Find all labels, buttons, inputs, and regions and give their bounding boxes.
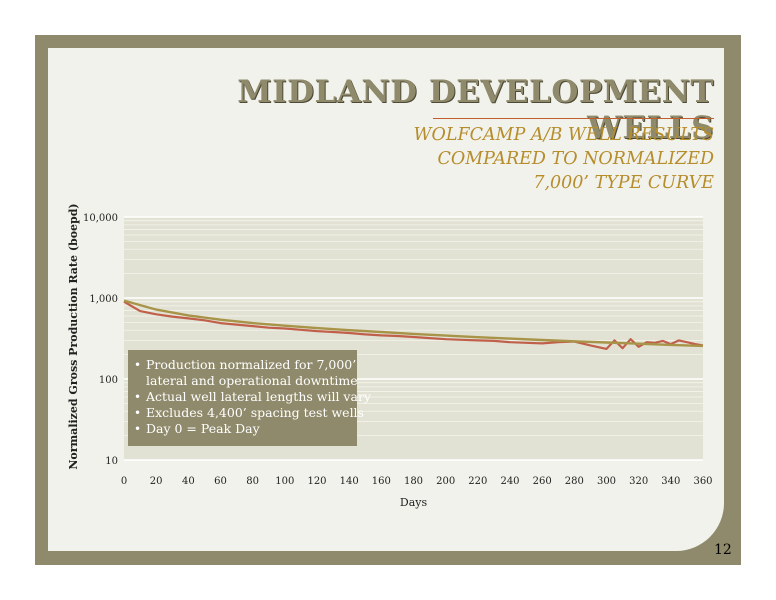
subtitle-rule <box>433 118 714 119</box>
type-curve-line <box>123 299 704 348</box>
x-tick-label: 120 <box>307 476 326 487</box>
well-results-line <box>123 300 704 350</box>
callout-box: • Production normalized for 7,000’lateral… <box>128 350 372 446</box>
callout-bullet: lateral and operational downtime <box>146 373 358 388</box>
x-tick-label: 280 <box>565 476 584 487</box>
subtitle-line-3: 7,000’ TYPE CURVE <box>533 173 714 193</box>
page-number: 12 <box>714 542 732 558</box>
x-axis-title: Days <box>400 496 428 509</box>
callout-background <box>128 350 357 446</box>
subtitle-line-2: COMPARED TO NORMALIZED <box>437 149 714 169</box>
x-tick-label: 360 <box>693 476 712 487</box>
x-tick-label: 160 <box>372 476 391 487</box>
x-tick-label: 140 <box>340 476 359 487</box>
callout-bullet: Excludes 4,400’ spacing test wells <box>146 405 364 420</box>
callout-bullet: Production normalized for 7,000’ <box>146 357 356 372</box>
x-tick-label: 100 <box>275 476 294 487</box>
x-tick-label: 320 <box>629 476 648 487</box>
subtitle-line-1: WOLFCAMP A/B WELL RESULTS <box>413 125 714 145</box>
bullet-icon: • <box>134 358 141 372</box>
y-axis-title: Normalized Gross Production Rate (boepd) <box>67 203 80 469</box>
x-tick-label: 0 <box>121 476 127 487</box>
bullet-icon: • <box>134 406 141 420</box>
callout-bullet: Day 0 = Peak Day <box>146 421 261 436</box>
x-tick-label: 20 <box>150 476 163 487</box>
x-tick-label: 340 <box>661 476 680 487</box>
slide-subtitle: WOLFCAMP A/B WELL RESULTS COMPARED TO NO… <box>330 123 714 195</box>
x-tick-label: 60 <box>214 476 227 487</box>
x-tick-label: 180 <box>404 476 423 487</box>
bullet-icon: • <box>134 422 141 436</box>
x-tick-label: 240 <box>500 476 519 487</box>
x-tick-label: 80 <box>246 476 259 487</box>
y-tick-label: 1,000 <box>89 294 118 305</box>
x-tick-label: 300 <box>597 476 616 487</box>
x-tick-label: 40 <box>182 476 195 487</box>
x-tick-label: 260 <box>533 476 552 487</box>
y-tick-label: 100 <box>99 375 118 386</box>
y-tick-label: 10,000 <box>83 213 118 224</box>
y-tick-label: 10 <box>105 456 118 467</box>
slide-title: MIDLAND DEVELOPMENT WELLS <box>237 74 714 146</box>
x-tick-label: 200 <box>436 476 455 487</box>
bullet-icon: • <box>134 390 141 404</box>
callout-bullet: Actual well lateral lengths will vary <box>145 389 372 404</box>
x-tick-label: 220 <box>468 476 487 487</box>
